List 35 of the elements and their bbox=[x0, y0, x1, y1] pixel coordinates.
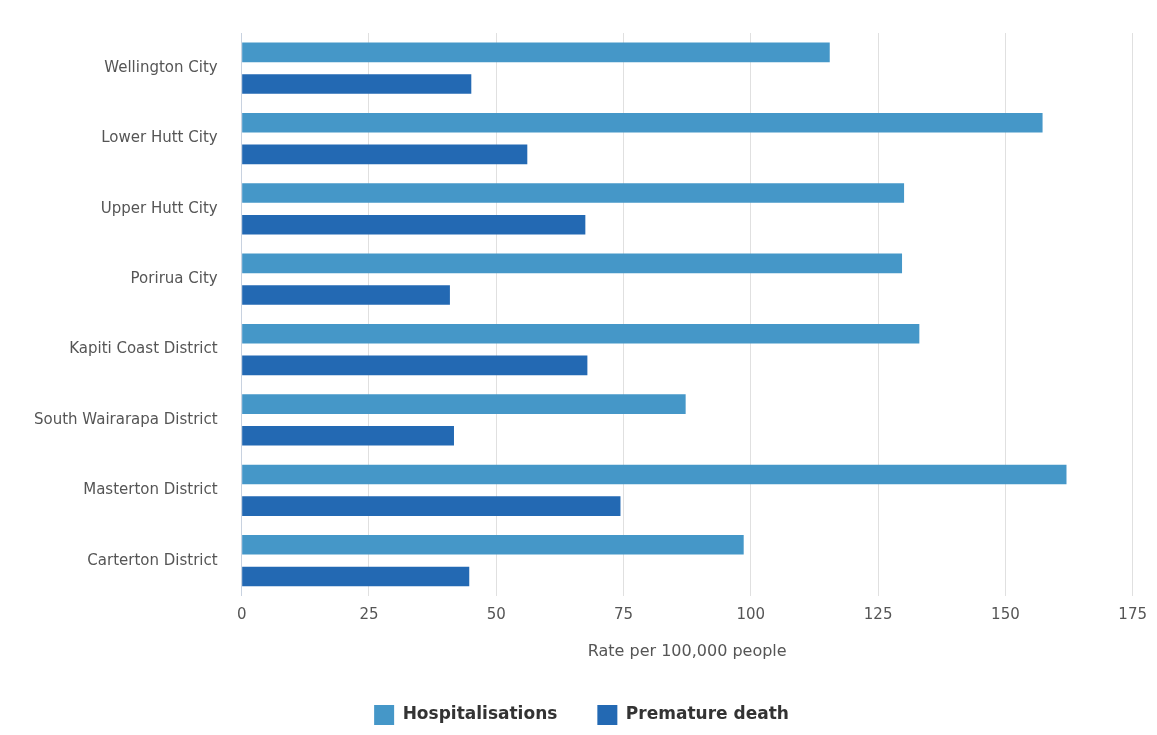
bar bbox=[242, 496, 621, 516]
x-tick-label: 150 bbox=[991, 604, 1020, 623]
x-axis-title: Rate per 100,000 people bbox=[587, 640, 787, 660]
bar bbox=[242, 323, 920, 344]
bar bbox=[242, 464, 1067, 485]
bar bbox=[242, 112, 1043, 133]
bar bbox=[242, 355, 588, 376]
y-tick-label: Masterton District bbox=[83, 480, 218, 499]
bar bbox=[242, 144, 528, 165]
y-tick-label: Wellington City bbox=[104, 58, 218, 77]
bar bbox=[242, 183, 905, 203]
y-tick-label: Lower Hutt City bbox=[101, 128, 218, 147]
y-tick-label: Upper Hutt City bbox=[100, 198, 218, 217]
bar bbox=[242, 253, 903, 274]
y-tick-label: Carterton District bbox=[87, 550, 218, 569]
x-tick-label: 100 bbox=[736, 604, 766, 623]
bar bbox=[242, 42, 830, 63]
bar bbox=[242, 425, 454, 446]
bar bbox=[242, 534, 744, 555]
x-tick-label: 50 bbox=[486, 604, 506, 623]
x-tick-label: 25 bbox=[359, 604, 379, 623]
bar bbox=[242, 566, 470, 587]
y-tick-label: South Wairarapa District bbox=[34, 409, 218, 428]
x-tick-label: 0 bbox=[236, 604, 247, 623]
x-tick-label: 75 bbox=[613, 604, 634, 623]
y-tick-label: Porirua City bbox=[130, 269, 218, 288]
x-tick-label: 125 bbox=[863, 604, 893, 623]
bar bbox=[242, 285, 450, 305]
y-tick-label: Kapiti Coast District bbox=[69, 339, 218, 358]
bar bbox=[242, 74, 472, 94]
bar bbox=[242, 394, 686, 414]
bar bbox=[242, 214, 586, 235]
legend-label: Premature death bbox=[625, 703, 789, 724]
x-tick-label: 175 bbox=[1118, 604, 1148, 623]
legend-label: Hospitalisations bbox=[402, 703, 558, 724]
